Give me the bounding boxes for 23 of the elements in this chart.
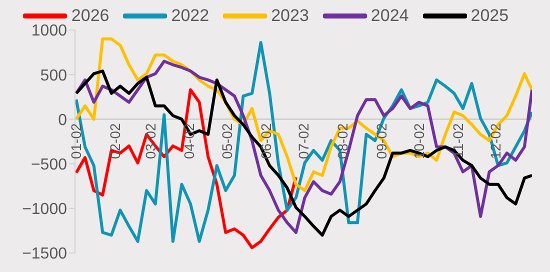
x-tick-label: 10-02 — [411, 122, 428, 160]
legend-label: 2024 — [370, 6, 409, 26]
x-tick-label: 05-02 — [218, 122, 235, 160]
y-tick-label: 0 — [58, 112, 68, 129]
legend-label: 2026 — [71, 6, 110, 26]
x-tick-label: 08-02 — [334, 122, 350, 160]
y-tick-label: −1000 — [22, 201, 68, 218]
x-tick-label: 01-02 — [68, 122, 84, 160]
y-tick-label: −1500 — [22, 246, 68, 263]
x-tick-label: 12-02 — [488, 122, 504, 160]
legend-label: 2025 — [470, 6, 509, 26]
x-tick-label: 07-02 — [296, 122, 312, 160]
legend-label: 2022 — [171, 6, 210, 26]
y-tick-label: 500 — [40, 67, 68, 84]
y-tick-label: −500 — [30, 156, 68, 174]
x-tick-label: 02-02 — [107, 122, 124, 160]
x-tick-label: 09-02 — [373, 122, 390, 160]
x-tick-label: 03-02 — [142, 122, 158, 160]
x-tick-label: 04-02 — [181, 122, 198, 160]
y-tick-label: 1000 — [31, 22, 68, 40]
x-tick-label: 06-02 — [258, 122, 274, 160]
x-tick-label: 11-02 — [450, 123, 466, 158]
legend-label: 2023 — [271, 6, 309, 26]
